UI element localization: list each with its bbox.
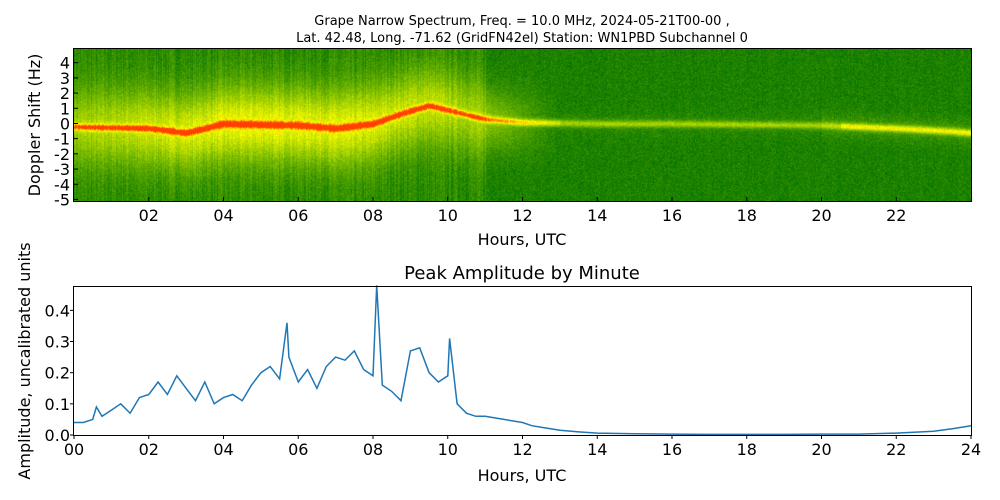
- amplitude-series-line: [74, 285, 972, 436]
- y-tick-label: 0.2: [45, 364, 70, 383]
- spectrogram-image: [74, 49, 971, 201]
- x-tick-label: 14: [587, 440, 607, 459]
- x-tick-label: 10: [438, 206, 458, 225]
- x-tick-label: 02: [139, 206, 159, 225]
- spectrum-xlabel: Hours, UTC: [478, 230, 567, 249]
- x-tick-label: 18: [737, 440, 757, 459]
- x-tick-label: 06: [288, 206, 308, 225]
- x-tick-label: 16: [662, 440, 682, 459]
- x-tick-label: 08: [363, 206, 383, 225]
- x-tick-label: 00: [64, 440, 84, 459]
- spectrum-ylabel: Doppler Shift (Hz): [25, 54, 44, 197]
- x-tick-label: 04: [213, 206, 233, 225]
- spectrum-title-line2: Lat. 42.48, Long. -71.62 (GridFN42el) St…: [296, 31, 748, 46]
- y-tick-label: -1: [54, 130, 70, 149]
- amplitude-xlabel: Hours, UTC: [478, 466, 567, 485]
- y-tick-label: -2: [54, 145, 70, 164]
- y-tick-label: -5: [54, 190, 70, 209]
- x-tick-label: 22: [886, 440, 906, 459]
- y-tick-label: 4: [60, 54, 70, 73]
- x-tick-label: 08: [363, 440, 383, 459]
- x-tick-label: 24: [961, 440, 981, 459]
- x-tick-label: 18: [737, 206, 757, 225]
- y-tick-label: 2: [60, 84, 70, 103]
- x-tick-label: 22: [886, 206, 906, 225]
- amplitude-ylabel: Amplitude, uncalibrated units: [15, 242, 34, 479]
- y-tick-label: 3: [60, 69, 70, 88]
- x-tick-label: 10: [438, 440, 458, 459]
- x-tick-label: 02: [139, 440, 159, 459]
- spectrum-title-line1: Grape Narrow Spectrum, Freq. = 10.0 MHz,…: [314, 14, 729, 29]
- amplitude-title: Peak Amplitude by Minute: [404, 263, 640, 284]
- x-tick-label: 04: [213, 440, 233, 459]
- y-tick-label: 0.3: [45, 333, 70, 352]
- y-tick-label: 1: [60, 99, 70, 118]
- x-tick-label: 06: [288, 440, 308, 459]
- amplitude-frame: [73, 286, 972, 436]
- y-tick-label: 0.4: [45, 301, 70, 320]
- x-tick-label: 12: [512, 440, 532, 459]
- x-tick-label: 16: [662, 206, 682, 225]
- y-tick-label: 0: [60, 114, 70, 133]
- y-tick-label: -4: [54, 175, 70, 194]
- y-tick-label: -3: [54, 160, 70, 179]
- x-tick-label: 20: [811, 440, 831, 459]
- x-tick-label: 20: [811, 206, 831, 225]
- y-tick-label: 0.1: [45, 395, 70, 414]
- x-tick-label: 14: [587, 206, 607, 225]
- spectrum-frame: [73, 48, 972, 202]
- x-tick-label: 12: [512, 206, 532, 225]
- y-tick-label: 0.0: [45, 426, 70, 445]
